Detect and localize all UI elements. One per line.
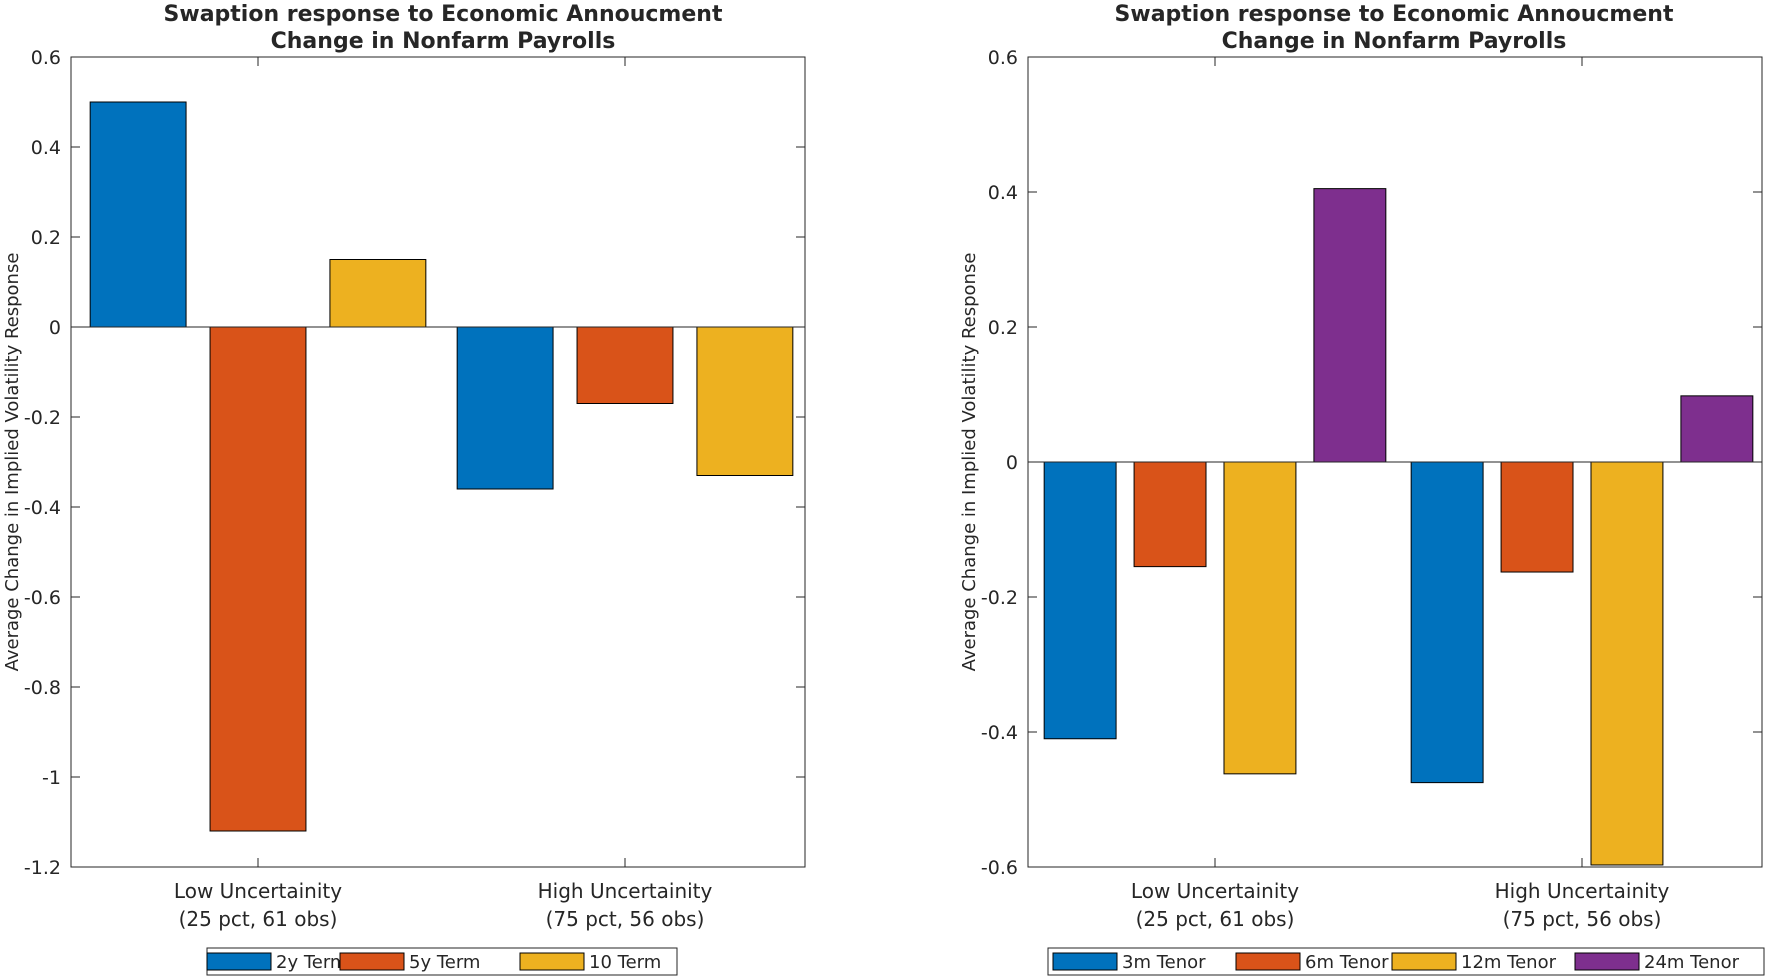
x-tick-label: (75 pct, 56 obs) <box>546 907 705 931</box>
legend-label: 12m Tenor <box>1461 952 1557 973</box>
legend-label: 3m Tenor <box>1122 952 1206 973</box>
legend-swatch <box>1574 952 1640 971</box>
legend-swatch <box>1391 952 1457 971</box>
y-tick-label: -0.4 <box>24 497 61 519</box>
bar-3m-tenor-cat1 <box>1043 461 1117 740</box>
chart-title: Swaption response to Economic Annoucment <box>164 2 723 27</box>
y-tick-label: 0.2 <box>31 227 61 249</box>
x-tick-label: High Uncertainity <box>538 879 713 903</box>
x-tick-label: (75 pct, 56 obs) <box>1503 907 1662 931</box>
bar-2y-term-cat1 <box>89 101 187 328</box>
bar-2y-term-cat2 <box>456 326 554 490</box>
legend-swatch <box>206 952 272 971</box>
bar-10-term-cat1 <box>329 259 427 328</box>
chart-title: Change in Nonfarm Payrolls <box>1222 29 1567 54</box>
bar-5y-term-cat2 <box>576 326 674 404</box>
legend-label: 5y Term <box>409 952 480 973</box>
y-axis-label: Average Change in Implied Volatility Res… <box>2 253 23 672</box>
chart-title: Swaption response to Economic Annoucment <box>1115 2 1674 27</box>
x-tick-label: (25 pct, 61 obs) <box>179 907 338 931</box>
y-tick-label: 0.6 <box>31 47 61 69</box>
legend-label: 6m Tenor <box>1305 952 1389 973</box>
legend: 3m Tenor 6m Tenor 12m Tenor 24m Tenor <box>1047 947 1765 976</box>
chart-2: Swaption response to Economic Annoucment… <box>959 2 1765 976</box>
legend-label: 2y Term <box>276 952 347 973</box>
y-tick-label: 0.4 <box>988 182 1018 204</box>
legend-swatch <box>519 952 585 971</box>
y-tick-label: -0.4 <box>981 722 1018 744</box>
bar-12m-tenor-cat2 <box>1590 461 1664 866</box>
legend: 2y Term 5y Term 10 Term <box>206 947 678 976</box>
y-tick-label: -0.2 <box>24 407 61 429</box>
bar-10-term-cat2 <box>696 326 794 476</box>
chart-title: Change in Nonfarm Payrolls <box>271 29 616 54</box>
x-tick-label: Low Uncertainity <box>174 879 342 903</box>
plot-area <box>70 56 806 868</box>
legend-swatch <box>1052 952 1118 971</box>
bar-24m-tenor-cat1 <box>1313 188 1387 463</box>
y-tick-label: -1 <box>42 767 61 789</box>
y-tick-label: 0 <box>1006 452 1018 474</box>
bar-12m-tenor-cat1 <box>1223 461 1297 775</box>
y-tick-label: -0.8 <box>24 677 61 699</box>
y-tick-label: 0.6 <box>988 47 1018 69</box>
legend-label: 24m Tenor <box>1644 952 1740 973</box>
legend-swatch <box>1235 952 1301 971</box>
legend-box <box>206 947 678 976</box>
bar-24m-tenor-cat2 <box>1680 395 1754 463</box>
y-tick-label: -0.6 <box>24 587 61 609</box>
bar-6m-tenor-cat1 <box>1133 461 1207 568</box>
y-axis-label: Average Change in Implied Volatility Res… <box>959 253 980 672</box>
chart-1: Swaption response to Economic Annoucment… <box>2 2 806 976</box>
y-tick-label: -0.2 <box>981 587 1018 609</box>
y-tick-label: 0.4 <box>31 137 61 159</box>
legend-label: 10 Term <box>589 952 661 973</box>
y-tick-label: 0.2 <box>988 317 1018 339</box>
y-tick-label: -0.6 <box>981 857 1018 879</box>
legend-swatch <box>339 952 405 971</box>
x-tick-label: (25 pct, 61 obs) <box>1136 907 1295 931</box>
y-tick-label: -1.2 <box>24 857 61 879</box>
bar-6m-tenor-cat2 <box>1500 461 1574 573</box>
x-tick-label: Low Uncertainity <box>1131 879 1299 903</box>
x-tick-label: High Uncertainity <box>1495 879 1670 903</box>
bar-3m-tenor-cat2 <box>1410 461 1484 784</box>
y-tick-label: 0 <box>49 317 61 339</box>
bar-5y-term-cat1 <box>209 326 307 832</box>
